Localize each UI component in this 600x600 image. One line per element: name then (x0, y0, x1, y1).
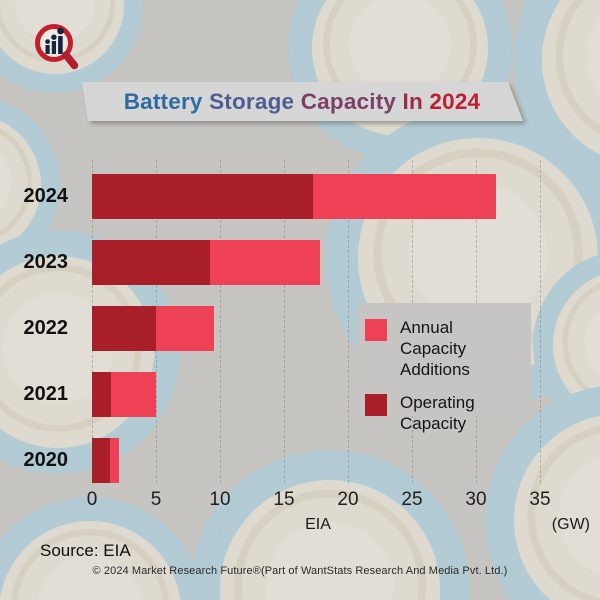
x-axis-tick-label: 5 (150, 489, 162, 510)
y-axis-year-label: 2021 (23, 383, 69, 405)
x-axis-tick-label: 20 (337, 489, 359, 510)
source-note: Source: EIA (40, 541, 131, 560)
bar-segment-operating-capacity (92, 173, 314, 219)
legend-item: Operating Capacity (365, 392, 523, 434)
magnifier-growth-chart-logo-icon (35, 24, 79, 70)
y-axis-year-label: 2022 (23, 317, 69, 339)
legend-label-line: Additions (400, 360, 470, 379)
legend-label-line: Annual Capacity (400, 318, 467, 358)
y-axis-year-label: 2020 (23, 449, 69, 471)
bar-segment-operating-capacity (92, 371, 112, 417)
bar-segment-operating-capacity (92, 305, 156, 351)
bar-segment-annual-capacity-additions (156, 305, 214, 351)
bar-segment-annual-capacity-additions (313, 173, 497, 219)
bar-row-2020 (92, 437, 119, 483)
title-word: Capacity (294, 88, 397, 114)
bar-segment-operating-capacity (92, 239, 210, 285)
title-word: In (396, 88, 423, 114)
x-axis-tick-label: 15 (273, 489, 295, 510)
copyright-footer: © 2024 Market Research Future®(Part of W… (92, 565, 508, 577)
title-word: 2024 (422, 88, 481, 114)
x-axis-tick-label: 25 (401, 489, 423, 510)
x-axis-tick-label: 10 (209, 489, 231, 510)
x-axis-unit-label: (GW) (551, 516, 590, 533)
y-axis-year-label: 2024 (23, 185, 69, 207)
bar-segment-annual-capacity-additions (111, 371, 156, 417)
bar-segment-annual-capacity-additions (109, 437, 119, 483)
x-axis-source-label: EIA (305, 516, 331, 533)
title-word: Battery (123, 88, 203, 114)
y-axis-year-label: 2023 (23, 251, 69, 273)
legend-label: Annual Capacity Additions (400, 317, 523, 380)
gridline (283, 160, 285, 483)
bar-segment-annual-capacity-additions (209, 239, 320, 285)
title-banner: Battery Storage Capacity In 2024 (80, 82, 524, 121)
legend-label-line: Operating (400, 393, 475, 412)
x-axis-tick-label: 35 (529, 489, 551, 510)
title-banner-plate: Battery Storage Capacity In 2024 (81, 82, 524, 121)
x-axis-tick-label: 0 (86, 489, 98, 510)
bar-segment-operating-capacity (92, 437, 110, 483)
legend-swatch (365, 394, 387, 416)
bar-row-2023 (92, 239, 320, 285)
title-word: Storage (202, 88, 295, 114)
bar-row-2022 (92, 305, 214, 351)
bar-row-2024 (92, 173, 497, 219)
legend-label-line: Capacity (400, 414, 467, 433)
gridline (219, 160, 221, 483)
legend-item: Annual Capacity Additions (365, 317, 523, 380)
bar-row-2021 (92, 371, 156, 417)
legend-swatch (365, 319, 387, 341)
page-title: Battery Storage Capacity In 2024 (124, 89, 481, 115)
chart-legend: Annual Capacity Additions Operating Capacit… (357, 303, 531, 433)
gridline (539, 160, 541, 483)
gridline (347, 160, 349, 483)
x-axis-tick-label: 30 (465, 489, 487, 510)
legend-label: Operating Capacity (400, 392, 475, 434)
